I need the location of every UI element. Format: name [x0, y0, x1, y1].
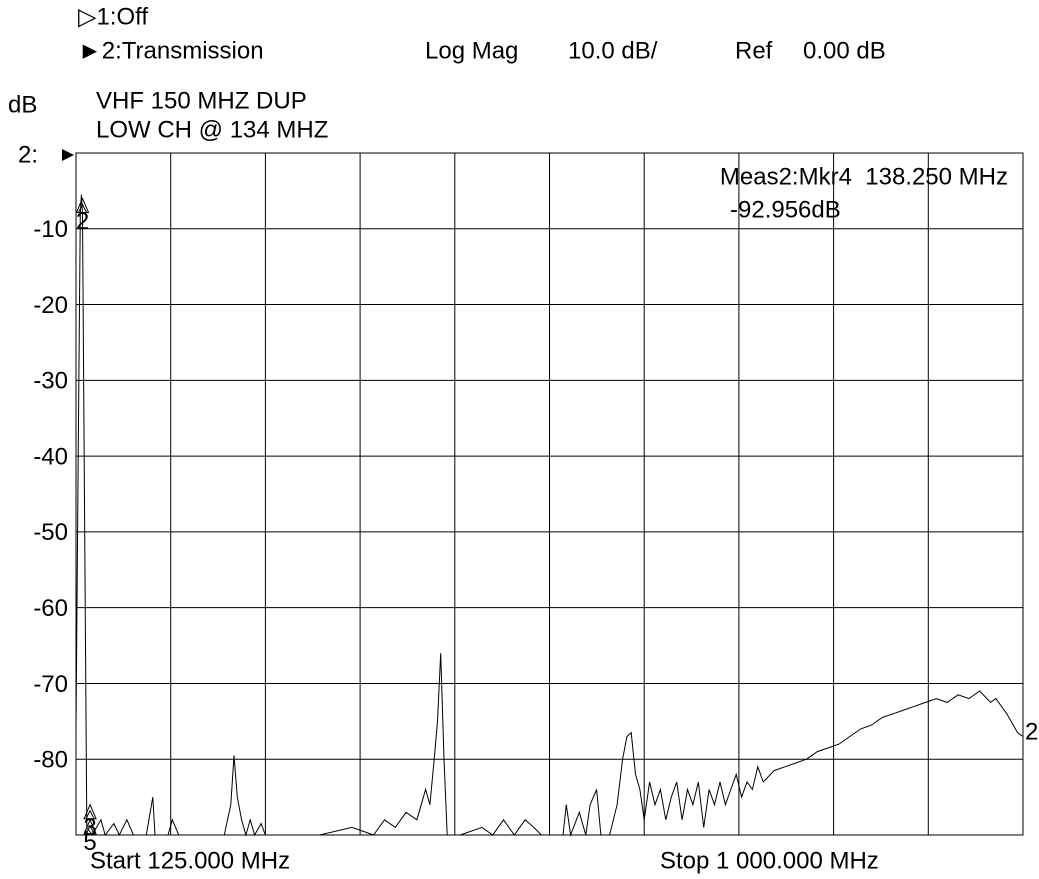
start-label: Start 125.000 MHz [90, 847, 290, 874]
ref: Ref [735, 37, 773, 64]
y-tick-label: -30 [33, 368, 68, 395]
y-tick-label: -70 [33, 671, 68, 698]
ref-label: 2: [18, 141, 38, 168]
annotation: LOW CH @ 134 MHZ [96, 116, 328, 143]
y-unit: dB [8, 91, 37, 118]
marker-readout: Meas2:Mkr4 138.250 MHz [720, 163, 1008, 190]
marker-label: 5 [83, 829, 96, 856]
channel-2: ►2:Transmission [78, 37, 264, 64]
ref-arrow [62, 149, 74, 161]
y-tick-label: -40 [33, 443, 68, 470]
stop-label: Stop 1 000.000 MHz [660, 847, 879, 874]
y-tick-label: -80 [33, 747, 68, 774]
y-tick-label: -10 [33, 216, 68, 243]
scale: 10.0 dB/ [568, 37, 658, 64]
marker [75, 197, 90, 213]
annotation: VHF 150 MHZ DUP [96, 87, 307, 114]
y-tick-label: -50 [33, 519, 68, 546]
trace [75, 194, 1024, 837]
y-tick-label: -60 [33, 595, 68, 622]
ref-value: 0.00 dB [803, 37, 886, 64]
marker-readout: -92.956dB [730, 196, 841, 223]
y-tick-label: -20 [33, 292, 68, 319]
trace-label: 2 [1025, 718, 1038, 745]
marker [83, 818, 97, 835]
format: Log Mag [425, 37, 518, 64]
marker-label: 2 [76, 208, 89, 235]
channel-1: ▷1:Off [78, 3, 148, 30]
